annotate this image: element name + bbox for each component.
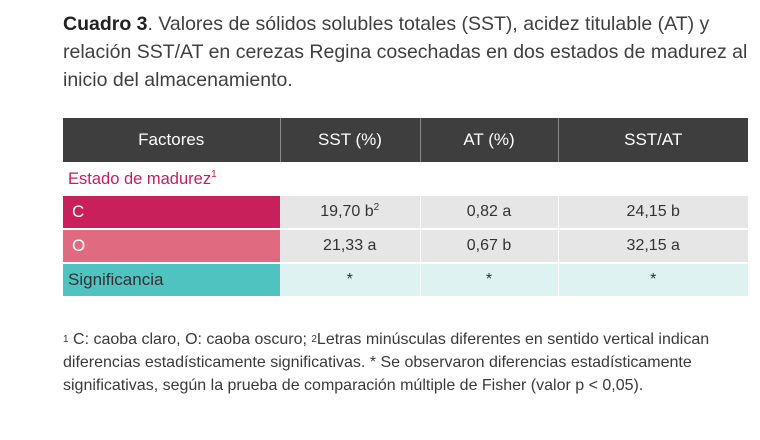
group-label: Estado de madurez xyxy=(68,169,212,188)
table-row: C 19,70 b2 0,82 a 24,15 b xyxy=(63,196,748,230)
row-label: C xyxy=(63,196,280,230)
header-sst: SST (%) xyxy=(280,118,421,162)
group-label-cell: Estado de madurez1 xyxy=(63,162,748,196)
cell-at: 0,67 b xyxy=(420,229,559,264)
table-footnote: 1 C: caoba claro, O: caoba oscuro; 2Letr… xyxy=(63,328,753,397)
cell-at: 0,82 a xyxy=(420,196,559,230)
caption-text: . Valores de sólidos solubles totales (S… xyxy=(63,13,748,91)
table-row: O 21,33 a 0,67 b 32,15 a xyxy=(63,229,748,264)
cell-sst: * xyxy=(280,263,421,296)
footnote-mark-2: 2 xyxy=(311,334,317,345)
footnote-part-1: C: caoba claro, O: caoba oscuro; xyxy=(68,331,312,348)
header-row: Factores SST (%) AT (%) SST/AT xyxy=(63,118,748,162)
cell-ratio: 24,15 b xyxy=(558,196,748,230)
cell-sst-note: 2 xyxy=(373,202,380,213)
header-ratio: SST/AT xyxy=(558,118,748,162)
cell-ratio: 32,15 a xyxy=(558,229,748,264)
table-caption: Cuadro 3. Valores de sólidos solubles to… xyxy=(63,10,753,94)
caption-label: Cuadro 3 xyxy=(63,13,148,35)
cell-sst: 19,70 b2 xyxy=(280,196,421,230)
footnote-part-2: Letras minúsculas diferentes en sentido … xyxy=(63,331,710,394)
cell-sst: 21,33 a xyxy=(280,229,421,264)
group-row: Estado de madurez1 xyxy=(63,162,748,196)
cell-ratio: * xyxy=(558,263,748,296)
row-label: Significancia xyxy=(63,263,280,296)
header-at: AT (%) xyxy=(420,118,559,162)
cell-at: * xyxy=(420,263,559,296)
header-factores: Factores xyxy=(63,118,281,162)
table-row: Significancia * * * xyxy=(63,263,748,296)
row-label: O xyxy=(63,229,280,264)
group-note: 1 xyxy=(211,168,217,180)
data-table: Factores SST (%) AT (%) SST/AT Estado de… xyxy=(63,118,748,296)
footnote-mark-1: 1 xyxy=(63,334,69,345)
cell-sst-value: 19,70 b xyxy=(320,203,374,220)
